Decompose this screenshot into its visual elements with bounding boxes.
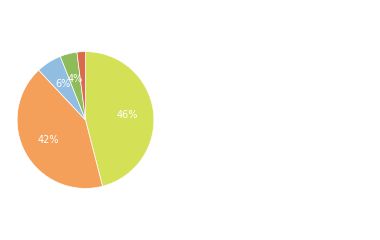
Wedge shape bbox=[86, 52, 154, 186]
Wedge shape bbox=[17, 70, 103, 188]
Wedge shape bbox=[39, 56, 86, 120]
Legend: Canadian Centre for DNA
Barcoding [23], Centre for Biodiversity
Genomics [21], U: Canadian Centre for DNA Barcoding [23], … bbox=[179, 5, 356, 114]
Wedge shape bbox=[60, 52, 86, 120]
Text: 6%: 6% bbox=[55, 79, 70, 89]
Wedge shape bbox=[77, 52, 86, 120]
Text: 42%: 42% bbox=[38, 135, 59, 145]
Text: 4%: 4% bbox=[67, 74, 82, 84]
Text: 46%: 46% bbox=[117, 110, 138, 120]
